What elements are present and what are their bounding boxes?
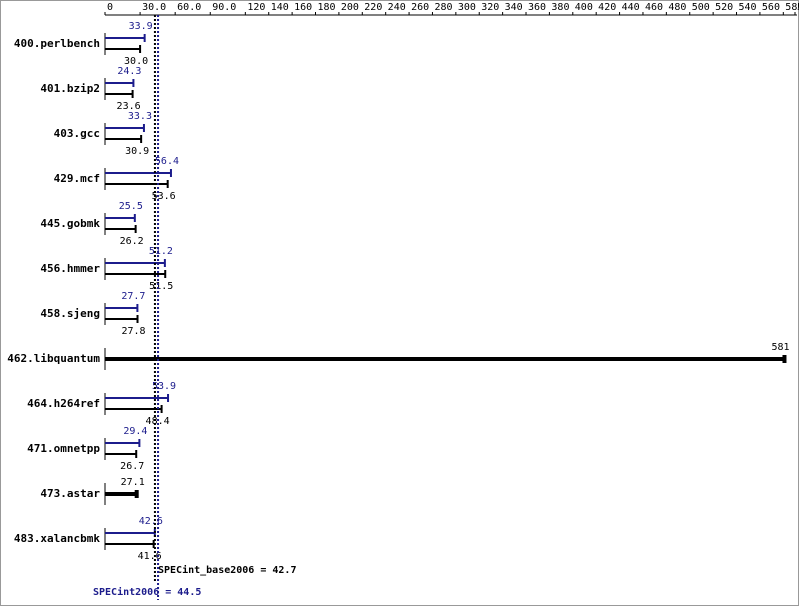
bar — [105, 405, 163, 413]
value-label: 56.4 — [155, 156, 179, 167]
bar — [105, 490, 139, 498]
x-tick-label: 280 — [434, 2, 452, 13]
bar — [105, 450, 138, 458]
category-label: 445.gobmk — [40, 217, 100, 230]
value-label: 53.6 — [152, 191, 176, 202]
x-tick-label: 400 — [575, 2, 593, 13]
reference-label: SPECint_base2006 = 42.7 — [158, 564, 296, 576]
x-tick-label: 420 — [598, 2, 616, 13]
x-tick-label: 220 — [364, 2, 382, 13]
category-label: 456.hmmer — [40, 262, 100, 275]
bar — [105, 439, 141, 447]
category-label: 400.perlbench — [14, 37, 100, 50]
x-tick-label: 200 — [341, 2, 359, 13]
bar — [105, 214, 136, 222]
x-tick-label: 340 — [505, 2, 523, 13]
value-label: 33.3 — [128, 111, 152, 122]
category-label: 462.libquantum — [7, 352, 100, 365]
bar — [105, 34, 146, 42]
value-label: 27.7 — [121, 291, 145, 302]
x-tick-label: 60.0 — [177, 2, 201, 13]
x-tick-label: 380 — [551, 2, 569, 13]
x-tick-label: 590 — [797, 2, 799, 13]
x-tick-label: 0 — [107, 2, 113, 13]
x-tick-label: 540 — [739, 2, 757, 13]
x-tick-label: 260 — [411, 2, 429, 13]
bar — [105, 355, 787, 363]
x-tick-label: 560 — [762, 2, 780, 13]
value-label: 25.5 — [119, 201, 143, 212]
value-label: 26.7 — [120, 461, 144, 472]
category-label: 471.omnetpp — [27, 442, 100, 455]
category-label: 403.gcc — [54, 127, 100, 140]
category-label: 483.xalancbmk — [14, 532, 100, 545]
category-label: 429.mcf — [54, 172, 100, 185]
value-label: 30.0 — [124, 56, 148, 67]
value-label: 24.3 — [117, 66, 141, 77]
x-tick-label: 90.0 — [212, 2, 236, 13]
value-label: 27.1 — [121, 477, 145, 488]
value-label: 48.4 — [146, 416, 170, 427]
value-label: 29.4 — [123, 426, 147, 437]
x-tick-label: 240 — [388, 2, 406, 13]
bar — [105, 270, 167, 278]
x-tick-label: 460 — [645, 2, 663, 13]
x-tick-label: 140 — [271, 2, 289, 13]
value-label: 30.9 — [125, 146, 149, 157]
x-tick-label: 180 — [318, 2, 336, 13]
reference-label: SPECint2006 = 44.5 — [93, 586, 201, 598]
bar — [105, 45, 142, 53]
value-label: 53.9 — [152, 381, 176, 392]
category-label: 473.astar — [40, 487, 100, 500]
bar — [105, 540, 155, 548]
x-tick-label: 500 — [692, 2, 710, 13]
x-tick-label: 30.0 — [142, 2, 166, 13]
category-label: 464.h264ref — [27, 397, 100, 410]
category-label: 458.sjeng — [40, 307, 100, 320]
x-tick-label: 440 — [622, 2, 640, 13]
value-label: 581 — [771, 342, 789, 353]
bar — [105, 90, 134, 98]
bar — [105, 304, 139, 312]
bar — [105, 225, 137, 233]
x-tick-label: 520 — [715, 2, 733, 13]
value-label: 27.8 — [121, 326, 145, 337]
value-label: 41.6 — [138, 551, 162, 562]
bar — [105, 79, 135, 87]
bar — [105, 315, 139, 323]
x-tick-label: 320 — [481, 2, 499, 13]
value-label: 42.6 — [139, 516, 163, 527]
value-label: 51.2 — [149, 246, 173, 257]
bar — [105, 124, 145, 132]
x-tick-label: 160 — [294, 2, 312, 13]
bar — [105, 169, 172, 177]
x-tick-label: 580 — [785, 2, 799, 13]
value-label: 23.6 — [117, 101, 141, 112]
value-label: 33.9 — [129, 21, 153, 32]
value-label: 26.2 — [120, 236, 144, 247]
x-tick-label: 480 — [668, 2, 686, 13]
value-label: 51.5 — [149, 281, 173, 292]
bar — [105, 394, 170, 402]
category-label: 401.bzip2 — [40, 82, 100, 95]
x-tick-label: 300 — [458, 2, 476, 13]
x-tick-label: 360 — [528, 2, 546, 13]
bar — [105, 135, 143, 143]
x-tick-label: 120 — [247, 2, 265, 13]
